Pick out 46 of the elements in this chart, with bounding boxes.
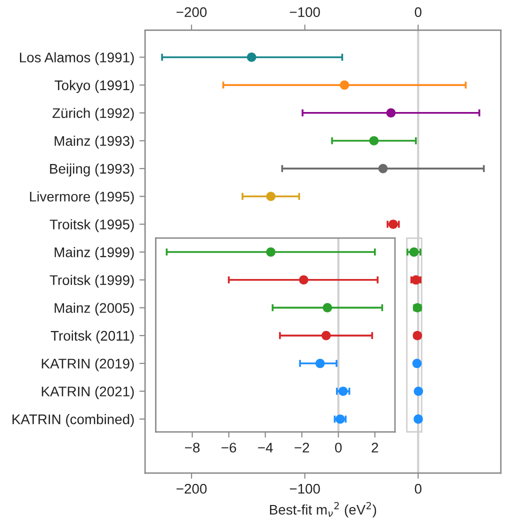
y-tick-label: Troitsk (1999) bbox=[50, 274, 134, 288]
point bbox=[315, 358, 325, 368]
x2-tick-label: −100 bbox=[290, 484, 320, 494]
point bbox=[369, 136, 379, 146]
y-tick-label: Mainz (1993) bbox=[54, 136, 134, 149]
point bbox=[266, 192, 276, 202]
point bbox=[340, 80, 350, 90]
x-tick-label: −4 bbox=[258, 442, 273, 452]
x-axis-title: Best-fit m$_{ν}$$^{2}$ (eV$^{2}$) bbox=[270, 502, 376, 518]
y-tick-label: Mainz (2005) bbox=[54, 302, 134, 316]
point bbox=[322, 303, 332, 312]
y-tick-label: Los Alamos (1991) bbox=[20, 52, 134, 66]
point bbox=[246, 52, 256, 62]
x2-tick-label: −200 bbox=[176, 484, 207, 494]
point bbox=[412, 358, 422, 368]
x-tick-label: 2 bbox=[372, 442, 378, 452]
y-tick-label: KATRIN (2021) bbox=[42, 386, 134, 400]
point bbox=[299, 275, 308, 285]
x-tick-label: 0 bbox=[335, 442, 342, 453]
y-tick-label: Beijing (1993) bbox=[50, 164, 134, 176]
y-tick-label: Troitsk (1995) bbox=[50, 219, 134, 232]
y-tick-label: Troitsk (2011) bbox=[50, 330, 134, 344]
x-tick-label: −8 bbox=[185, 442, 200, 453]
x-tick-label: 0 bbox=[414, 7, 422, 18]
x-tick-label: −6 bbox=[222, 442, 236, 453]
x2-tick-label: 0 bbox=[414, 484, 422, 494]
y-tick-label: KATRIN (combined) bbox=[12, 414, 134, 427]
y-tick-label: Zürich (1992) bbox=[52, 108, 134, 121]
point bbox=[266, 247, 276, 257]
y-tick-label: KATRIN (2019) bbox=[42, 358, 134, 372]
point bbox=[409, 247, 419, 257]
point bbox=[388, 220, 398, 229]
y-tick-label: Mainz (1999) bbox=[54, 247, 134, 260]
point bbox=[378, 164, 388, 174]
point bbox=[414, 414, 423, 424]
point bbox=[336, 414, 345, 424]
point bbox=[412, 330, 422, 340]
y-tick-label: Livermore (1995) bbox=[30, 191, 134, 204]
y-tick-label: Tokyo (1991) bbox=[54, 80, 134, 93]
point bbox=[386, 108, 396, 118]
x-tick-label: −2 bbox=[294, 442, 310, 452]
x-tick-label: −100 bbox=[290, 7, 320, 18]
point bbox=[321, 330, 331, 340]
point bbox=[414, 386, 424, 396]
x-tick-label: −200 bbox=[176, 7, 207, 18]
point bbox=[338, 386, 348, 396]
